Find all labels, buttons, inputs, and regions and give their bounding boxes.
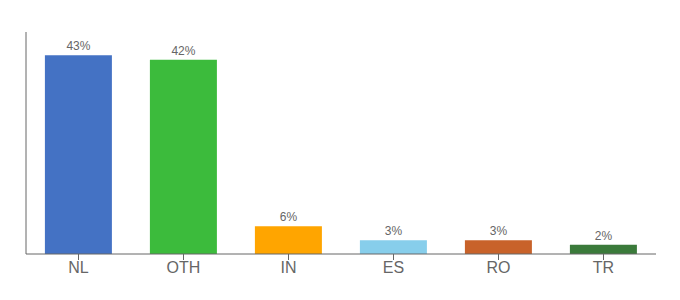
- svg-text:43%: 43%: [66, 39, 90, 53]
- svg-text:OTH: OTH: [167, 259, 201, 276]
- svg-text:NL: NL: [68, 259, 89, 276]
- svg-text:TR: TR: [593, 259, 614, 276]
- svg-text:42%: 42%: [171, 44, 195, 58]
- svg-text:RO: RO: [487, 259, 511, 276]
- svg-text:6%: 6%: [280, 210, 298, 224]
- svg-text:3%: 3%: [490, 224, 508, 238]
- svg-text:3%: 3%: [385, 224, 403, 238]
- svg-text:2%: 2%: [595, 229, 613, 243]
- svg-text:ES: ES: [383, 259, 404, 276]
- svg-text:IN: IN: [281, 259, 297, 276]
